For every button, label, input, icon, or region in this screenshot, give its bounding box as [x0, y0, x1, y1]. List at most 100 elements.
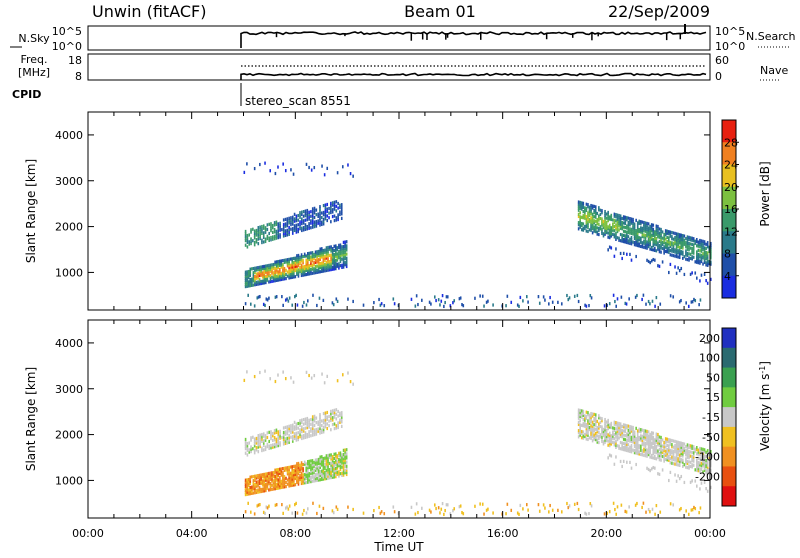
power-cell: [339, 245, 342, 249]
velocity-cell: [338, 470, 340, 474]
power-cell: [345, 252, 348, 256]
power-cell: [261, 229, 263, 233]
velocity-cell: [640, 436, 642, 440]
velocity-cell: [612, 436, 614, 440]
velocity-cell: [275, 476, 278, 480]
power-cell: [627, 226, 630, 231]
velocity-cell: [663, 449, 665, 453]
velocity-cell: [622, 425, 625, 429]
power-colorbar-tick-label: 8: [724, 248, 731, 261]
velocity-cell: [331, 463, 334, 467]
velocity-cell: [308, 463, 311, 468]
velocity-cell: [660, 442, 662, 446]
velocity-cell: [266, 431, 269, 435]
velocity-cell: [338, 451, 340, 455]
power-cell: [635, 241, 637, 245]
velocity-cell: [702, 464, 704, 468]
power-cell: [277, 233, 280, 237]
power-cell: [650, 223, 653, 227]
power-cell: [310, 259, 312, 263]
power-cell: [291, 229, 294, 233]
power-cell: [260, 269, 262, 273]
power-cell: [674, 250, 676, 254]
power-cell: [334, 258, 337, 263]
velocity-cell: [629, 437, 631, 441]
velocity-cell: [599, 433, 602, 437]
velocity-cell: [266, 442, 269, 446]
x-tick-label: 00:00: [72, 527, 104, 540]
velocity-cell: [636, 429, 639, 433]
power-cell: [678, 235, 681, 239]
power-cell: [417, 302, 419, 307]
power-cell: [299, 259, 301, 263]
power-cell: [339, 247, 342, 251]
velocity-cell: [277, 474, 280, 478]
power-cell: [262, 235, 265, 240]
velocity-cell: [644, 450, 647, 454]
power-cell: [333, 265, 336, 269]
velocity-cell: [630, 466, 633, 470]
velocity-cell: [293, 434, 296, 438]
power-cell: [664, 249, 667, 254]
velocity-cell: [310, 427, 312, 431]
velocity-cell: [636, 437, 639, 441]
velocity-cell: [710, 460, 712, 464]
power-cell: [328, 253, 331, 258]
velocity-cell: [641, 438, 644, 443]
velocity-cell: [585, 431, 588, 435]
power-cell: [655, 238, 658, 243]
velocity-cell: [334, 454, 337, 458]
velocity-cell: [518, 512, 520, 516]
velocity-cell: [252, 447, 254, 451]
power-cell: [675, 248, 678, 252]
velocity-cell: [279, 436, 281, 440]
power-cell: [702, 256, 704, 260]
power-cell: [682, 236, 684, 240]
velocity-cell: [630, 425, 633, 429]
power-cell: [264, 226, 267, 230]
power-cell: [635, 235, 637, 239]
velocity-cell: [696, 462, 698, 466]
power-cell: [688, 256, 690, 260]
velocity-cell: [291, 475, 294, 479]
power-cell: [246, 270, 248, 274]
power-cell: [304, 209, 307, 213]
power-cell: [282, 275, 284, 279]
power-cell: [265, 280, 267, 285]
power-cell: [445, 295, 448, 299]
power-cell: [616, 229, 619, 234]
power-colorbar-tick-label: 4: [724, 270, 731, 283]
power-cell: [598, 218, 600, 222]
power-cell: [308, 257, 311, 262]
power-cell: [300, 265, 303, 269]
velocity-cell: [584, 432, 586, 437]
velocity-cell: [266, 486, 269, 490]
power-cell: [588, 211, 591, 215]
velocity-cell: [421, 506, 423, 510]
velocity-cell: [590, 424, 592, 428]
power-cell: [677, 243, 679, 247]
velocity-cell: [273, 431, 276, 435]
power-cell: [304, 211, 307, 215]
velocity-cell: [612, 501, 615, 505]
velocity-cell: [608, 431, 611, 435]
power-cell: [303, 269, 306, 273]
velocity-cell: [627, 439, 630, 443]
power-cell: [668, 246, 670, 250]
velocity-cell: [289, 481, 292, 486]
velocity-cell: [579, 412, 581, 417]
velocity-cell: [588, 436, 591, 440]
velocity-cell: [668, 456, 670, 460]
velocity-cell: [333, 408, 336, 412]
power-cell: [587, 229, 589, 234]
power-cell: [334, 264, 337, 269]
power-cell: [633, 230, 636, 234]
power-cell: [663, 234, 665, 239]
velocity-cell: [286, 505, 288, 509]
velocity-cell: [289, 473, 292, 477]
velocity-cell: [302, 427, 305, 431]
power-cell: [340, 212, 343, 216]
power-cell: [649, 241, 651, 245]
power-cell: [335, 297, 338, 301]
power-cell: [244, 272, 247, 276]
